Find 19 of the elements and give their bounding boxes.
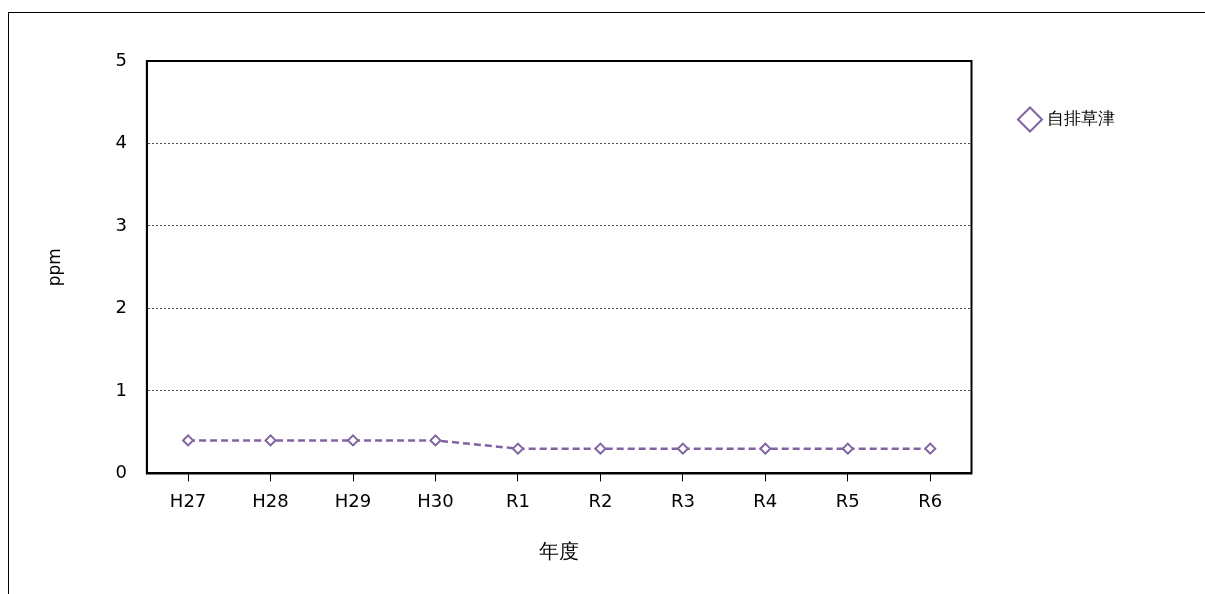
x-tick-label: R1 — [505, 489, 530, 511]
x-tick-label: R2 — [588, 489, 613, 511]
x-tick-label: R4 — [753, 489, 778, 511]
x-tick-label: R6 — [918, 489, 943, 511]
y-tick-label: 5 — [115, 48, 127, 70]
x-tick-label: H27 — [169, 489, 207, 511]
x-tick-label: R3 — [670, 489, 695, 511]
y-tick-label: 1 — [115, 378, 127, 400]
x-tick-label: H28 — [252, 489, 289, 511]
x-tick-label: R5 — [835, 489, 860, 511]
y-tick-label: 3 — [115, 213, 127, 235]
x-axis-title: 年度 — [539, 539, 580, 564]
y-tick-label: 2 — [115, 296, 127, 318]
x-tick-label: H29 — [334, 489, 372, 511]
y-axis-title: ppm — [43, 248, 64, 287]
y-tick-label: 4 — [115, 131, 127, 153]
x-tick-label: H30 — [417, 489, 454, 511]
legend-label: 自排草津 — [1047, 107, 1115, 128]
y-tick-label: 0 — [115, 461, 127, 483]
